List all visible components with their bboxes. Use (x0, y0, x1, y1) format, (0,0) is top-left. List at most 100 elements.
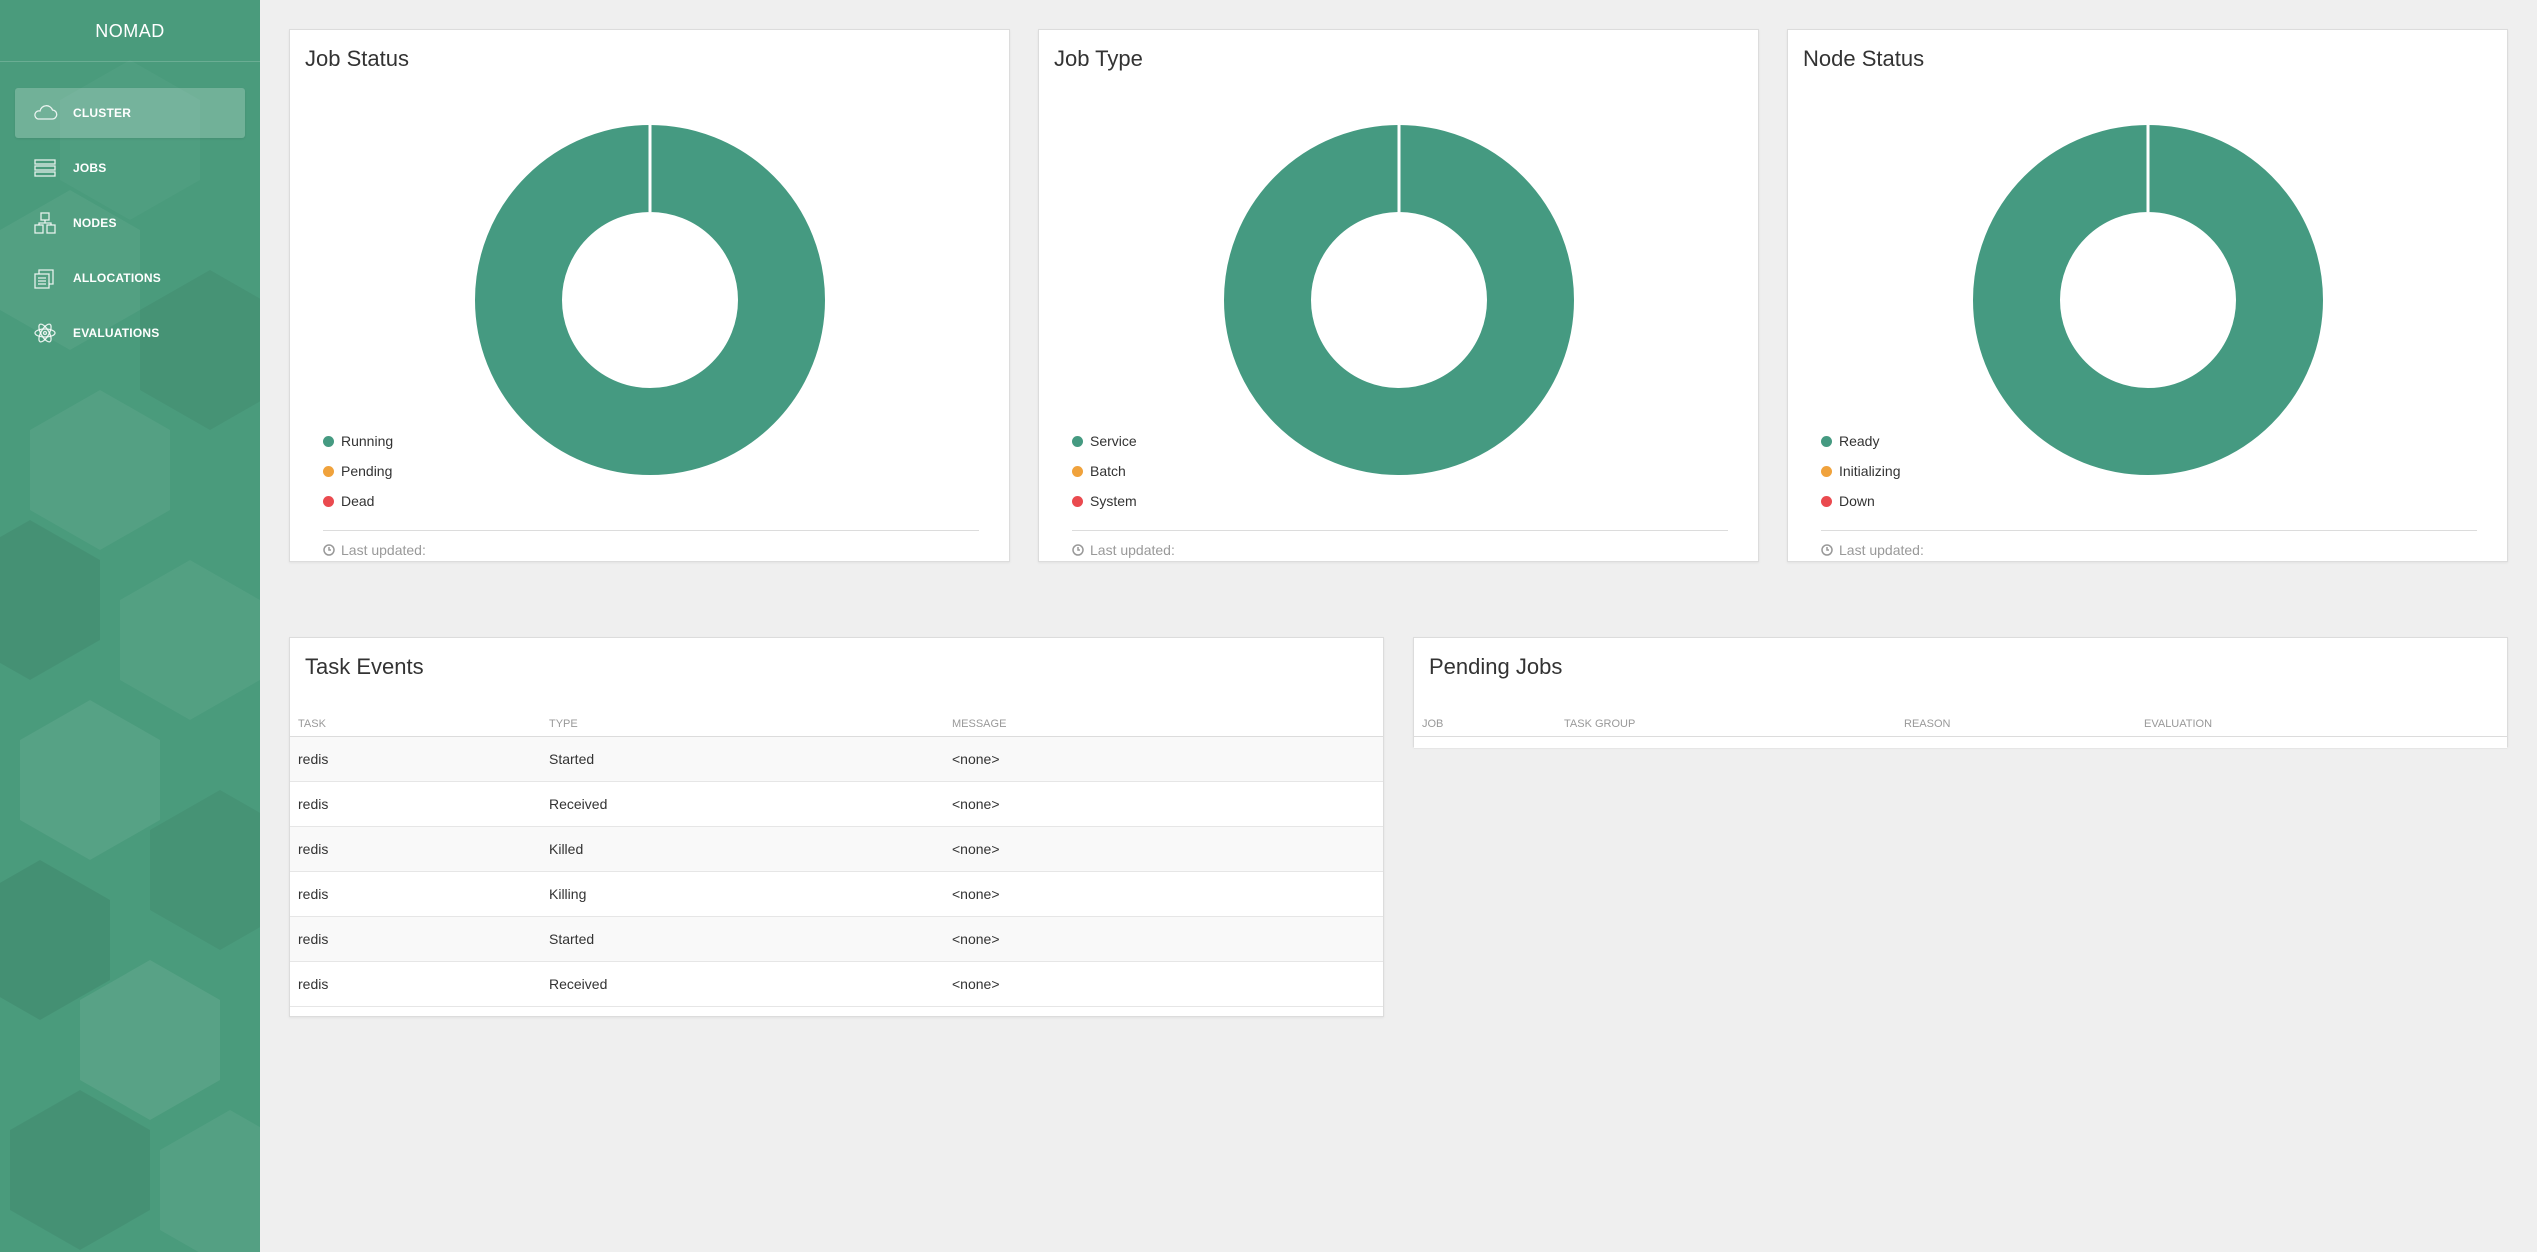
legend-label: Batch (1090, 463, 1126, 479)
last-updated: Last updated: (1072, 542, 1175, 558)
stack-icon (31, 156, 59, 180)
job-type-card: Job Type Service Batch System Last updat… (1038, 29, 1759, 562)
green-dot-icon (323, 435, 334, 447)
sidebar-item-nodes[interactable]: NODES (15, 198, 245, 248)
type-cell: Started (549, 916, 952, 962)
table-row[interactable]: redis Killing <none> (290, 871, 1383, 917)
type-cell: Received (549, 781, 952, 827)
legend-item-dead[interactable]: Dead (323, 486, 393, 516)
task-cell: redis (290, 736, 549, 782)
card-title: Task Events (305, 654, 424, 679)
card-title: Node Status (1803, 46, 1925, 71)
sidebar: NOMAD CLUSTER JOBS NODES ALLOCATIONS (0, 0, 260, 1252)
table-header-row: JOB TASK GROUP REASON EVALUATION (1414, 706, 2507, 737)
divider (1821, 530, 2477, 531)
sidebar-item-label: CLUSTER (73, 106, 132, 120)
brand-logo[interactable]: NOMAD (0, 0, 260, 62)
message-cell: <none> (952, 961, 1383, 1007)
type-cell: Killing (549, 871, 952, 917)
column-header-job[interactable]: JOB (1414, 706, 1564, 737)
last-updated: Last updated: (1821, 542, 1924, 558)
legend-label: Pending (341, 463, 393, 479)
legend-item-ready[interactable]: Ready (1821, 426, 1900, 456)
legend-label: Down (1839, 493, 1875, 509)
legend-item-down[interactable]: Down (1821, 486, 1900, 516)
legend-item-system[interactable]: System (1072, 486, 1137, 516)
task-cell: redis (290, 826, 549, 872)
type-cell: Received (549, 961, 952, 1007)
sidebar-item-allocations[interactable]: ALLOCATIONS (15, 253, 245, 303)
legend-item-batch[interactable]: Batch (1072, 456, 1137, 486)
task-cell: redis (290, 916, 549, 962)
node-status-card: Node Status Ready Initializing Down Last… (1787, 29, 2508, 562)
sidebar-item-label: NODES (73, 216, 117, 230)
legend-label: Running (341, 433, 394, 449)
nodes-icon (31, 211, 59, 235)
type-cell: Killed (549, 826, 952, 872)
sidebar-hex-pattern (0, 190, 260, 1252)
column-header-reason[interactable]: REASON (1904, 706, 2144, 737)
red-dot-icon (323, 495, 334, 507)
legend-label: Ready (1839, 433, 1880, 449)
last-updated-text: Last updated: (1090, 542, 1175, 558)
message-cell: <none> (952, 781, 1383, 827)
allocations-icon (31, 266, 59, 290)
table-row[interactable]: redis Started <none> (290, 916, 1383, 962)
empty-row (1414, 736, 2507, 749)
job-status-card: Job Status Running Pending Dead Last upd… (289, 29, 1010, 562)
last-updated: Last updated: (323, 542, 426, 558)
job-type-donut-chart (1224, 125, 1574, 475)
column-header-evaluation[interactable]: EVALUATION (2144, 706, 2507, 737)
task-cell: redis (290, 781, 549, 827)
legend-label: Dead (341, 493, 375, 509)
sidebar-item-cluster[interactable]: CLUSTER (15, 88, 245, 138)
table-row[interactable]: redis Received <none> (290, 781, 1383, 827)
legend-label: System (1090, 493, 1137, 509)
legend-item-pending[interactable]: Pending (323, 456, 393, 486)
column-header-task-group[interactable]: TASK GROUP (1564, 706, 1904, 737)
sidebar-item-label: EVALUATIONS (73, 326, 160, 340)
red-dot-icon (1072, 495, 1083, 507)
sidebar-item-jobs[interactable]: JOBS (15, 143, 245, 193)
pending-jobs-card: Pending Jobs JOB TASK GROUP REASON EVALU… (1413, 637, 2508, 749)
divider (1072, 530, 1728, 531)
message-cell: <none> (952, 736, 1383, 782)
legend-item-running[interactable]: Running (323, 426, 393, 456)
green-dot-icon (1072, 435, 1083, 447)
table-row[interactable]: redis Killed <none> (290, 826, 1383, 872)
job-status-donut-chart (475, 125, 825, 475)
sidebar-item-evaluations[interactable]: EVALUATIONS (15, 308, 245, 358)
sidebar-item-label: JOBS (73, 161, 107, 175)
pending-jobs-table: JOB TASK GROUP REASON EVALUATION (1414, 706, 2507, 749)
card-title: Job Type (1054, 46, 1143, 71)
legend-item-service[interactable]: Service (1072, 426, 1137, 456)
table-row[interactable]: redis Received <none> (290, 961, 1383, 1007)
task-events-table: TASK TYPE MESSAGE redis Started <none> r… (290, 706, 1383, 1007)
task-cell: redis (290, 961, 549, 1007)
card-title: Pending Jobs (1429, 654, 1563, 679)
green-dot-icon (1821, 435, 1832, 447)
node-status-legend: Ready Initializing Down (1821, 426, 1900, 516)
red-dot-icon (1821, 495, 1832, 507)
task-events-card: Task Events TASK TYPE MESSAGE redis Star… (289, 637, 1384, 1017)
column-header-type[interactable]: TYPE (549, 706, 952, 737)
column-header-task[interactable]: TASK (290, 706, 549, 737)
cloud-icon (31, 101, 59, 125)
last-updated-text: Last updated: (1839, 542, 1924, 558)
legend-item-initializing[interactable]: Initializing (1821, 456, 1900, 486)
last-updated-text: Last updated: (341, 542, 426, 558)
sidebar-nav: CLUSTER JOBS NODES ALLOCATIONS EVALUATIO… (0, 62, 260, 358)
clock-icon (1821, 544, 1833, 556)
table-header-row: TASK TYPE MESSAGE (290, 706, 1383, 737)
table-row[interactable]: redis Started <none> (290, 736, 1383, 782)
job-status-legend: Running Pending Dead (323, 426, 393, 516)
legend-label: Service (1090, 433, 1137, 449)
task-cell: redis (290, 871, 549, 917)
message-cell: <none> (952, 871, 1383, 917)
message-cell: <none> (952, 916, 1383, 962)
divider (323, 530, 979, 531)
column-header-message[interactable]: MESSAGE (952, 706, 1383, 737)
legend-label: Initializing (1839, 463, 1901, 479)
node-status-donut-chart (1973, 125, 2323, 475)
orange-dot-icon (323, 465, 334, 477)
